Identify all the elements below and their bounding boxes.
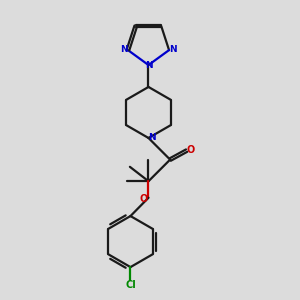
Text: N: N bbox=[145, 61, 152, 70]
Text: N: N bbox=[169, 45, 177, 54]
Text: N: N bbox=[148, 134, 156, 142]
Text: O: O bbox=[139, 194, 148, 204]
Text: Cl: Cl bbox=[125, 280, 136, 290]
Text: O: O bbox=[187, 145, 195, 155]
Text: N: N bbox=[120, 45, 128, 54]
